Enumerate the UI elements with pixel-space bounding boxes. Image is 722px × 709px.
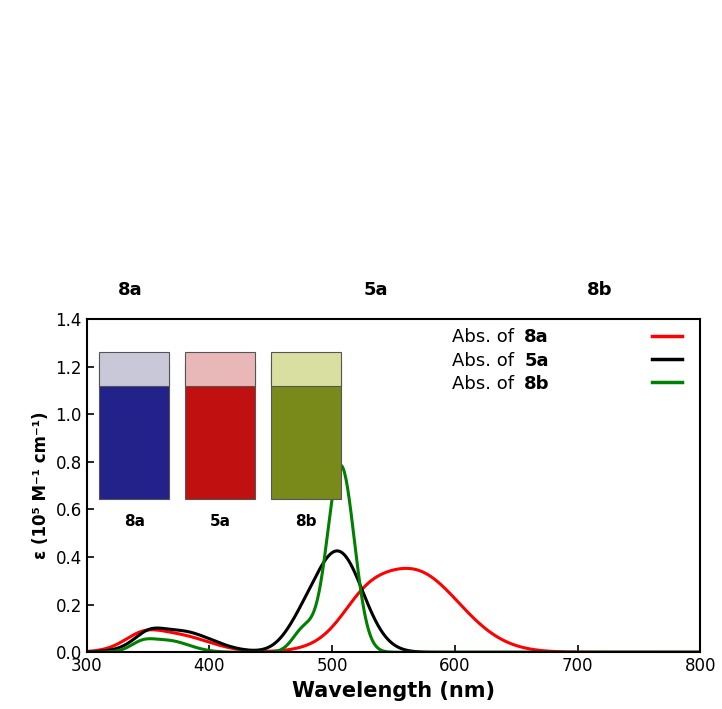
Text: 8b: 8b bbox=[524, 375, 549, 393]
Text: Abs. of: Abs. of bbox=[452, 375, 520, 393]
X-axis label: Wavelength (nm): Wavelength (nm) bbox=[292, 681, 495, 700]
Legend: , , : , , bbox=[648, 326, 693, 394]
Text: 8b: 8b bbox=[586, 281, 612, 298]
Y-axis label: ε (10⁵ M⁻¹ cm⁻¹): ε (10⁵ M⁻¹ cm⁻¹) bbox=[32, 412, 50, 559]
Text: Abs. of: Abs. of bbox=[452, 328, 520, 347]
Text: 8a: 8a bbox=[524, 328, 549, 347]
Text: 5a: 5a bbox=[363, 281, 388, 298]
Text: Abs. of: Abs. of bbox=[452, 352, 520, 369]
Text: 8a: 8a bbox=[118, 281, 142, 298]
Text: 5a: 5a bbox=[524, 352, 549, 369]
